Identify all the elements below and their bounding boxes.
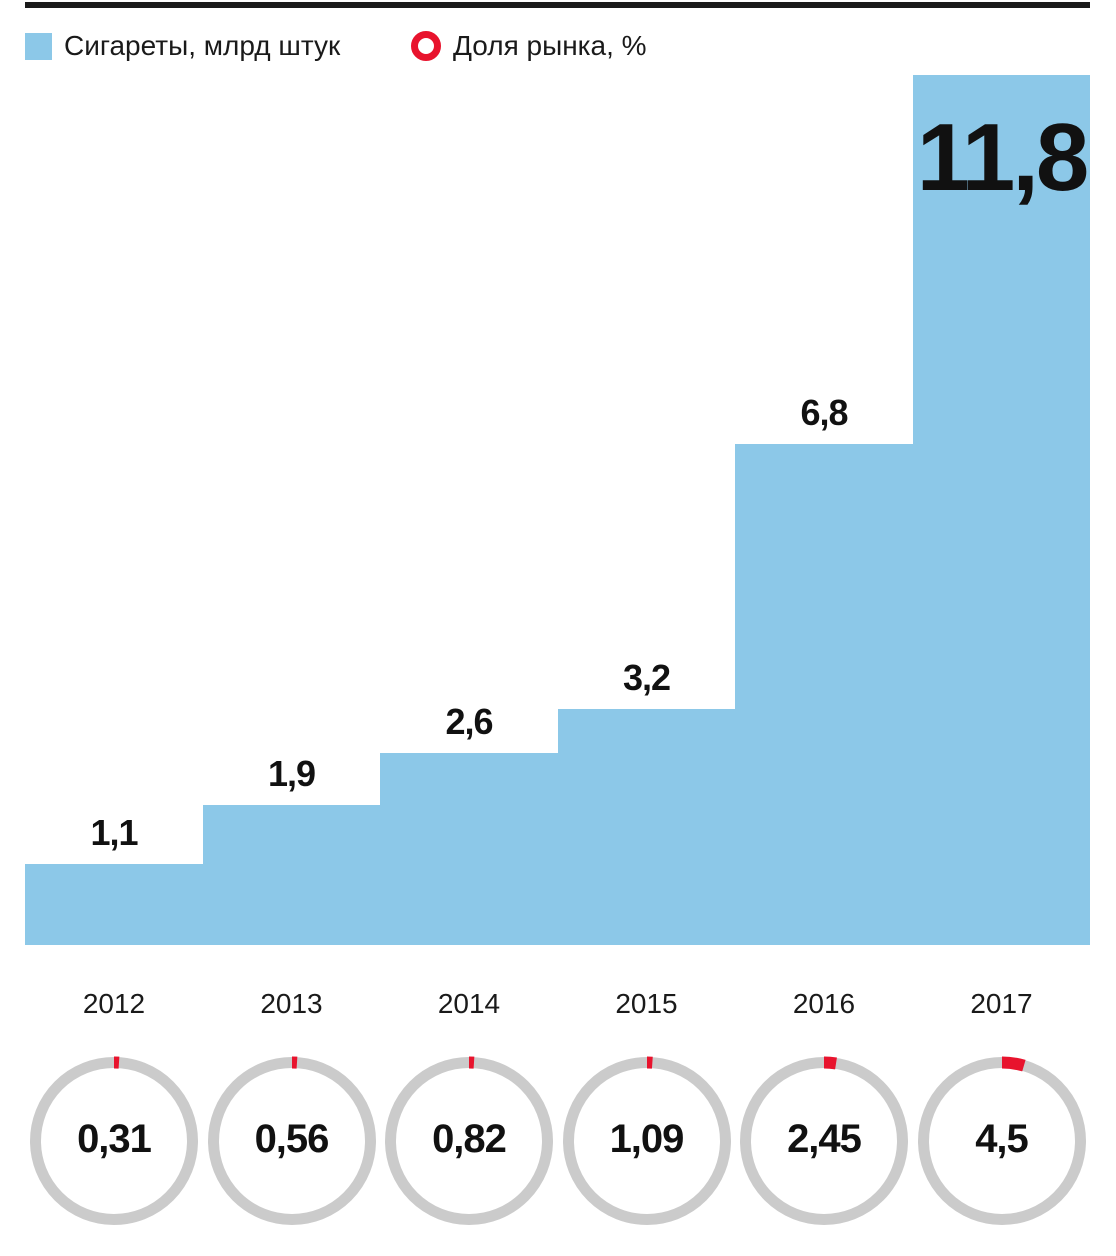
donut-value-2013: 0,56 xyxy=(254,1117,330,1161)
donut-gauge-2012 xyxy=(29,1056,199,1226)
donut-share-arc-2013 xyxy=(207,1056,377,1226)
legend-label-market-share: Доля рынка, % xyxy=(453,30,647,61)
year-label-2017: 2017 xyxy=(970,988,1033,1019)
donut-value-2016: 2,45 xyxy=(787,1117,862,1161)
donut-share-arc-2014 xyxy=(384,1056,554,1226)
donut-value-2012: 0,31 xyxy=(77,1117,152,1161)
legend-label-cigarettes: Сигареты, млрд штук xyxy=(64,30,341,61)
donut-share-arc-2012 xyxy=(29,1056,199,1226)
donut-value-2014: 0,82 xyxy=(432,1117,507,1161)
donut-gauge-2016 xyxy=(739,1056,909,1226)
donut-gauge-2017 xyxy=(917,1056,1087,1226)
year-label-2016: 2016 xyxy=(792,988,856,1019)
bar-2017 xyxy=(913,75,1090,945)
legend-item-market-share: Доля рынка, % xyxy=(411,26,647,66)
year-label-2015: 2015 xyxy=(615,988,678,1019)
bar-2015 xyxy=(558,709,735,945)
bar-value-label-2015: 3,2 xyxy=(622,657,671,698)
bar-value-label-2016: 6,8 xyxy=(800,392,848,433)
bar-value-label-2017: 11,8 xyxy=(916,104,1090,211)
year-label-2014: 2014 xyxy=(437,988,501,1019)
year-label-2012: 2012 xyxy=(82,988,146,1019)
top-rule xyxy=(25,2,1090,8)
red-ring-icon xyxy=(411,31,441,61)
donut-value-2015: 1,09 xyxy=(609,1117,685,1161)
year-label-2013: 2013 xyxy=(260,988,323,1019)
bar-value-label-2014: 2,6 xyxy=(445,701,493,742)
donut-value-2017: 4,5 xyxy=(975,1117,1029,1161)
donut-gauge-2014 xyxy=(384,1056,554,1226)
legend-item-cigarettes: Сигареты, млрд штук xyxy=(25,26,340,66)
bar-2014 xyxy=(380,753,558,945)
bar-value-label-2012: 1,1 xyxy=(90,812,138,853)
donut-gauge-2013 xyxy=(207,1056,377,1226)
bar-2013 xyxy=(203,805,380,945)
donut-share-arc-2015 xyxy=(562,1056,732,1226)
bar-2012 xyxy=(25,864,203,945)
bar-value-label-2013: 1,9 xyxy=(267,753,316,794)
blue-square-swatch-icon xyxy=(25,32,52,60)
bar-2016 xyxy=(735,444,913,945)
chart-legend: Сигареты, млрд штук Доля рынка, % xyxy=(0,26,1116,66)
donut-gauge-2015 xyxy=(562,1056,732,1226)
donut-share-arc-2016 xyxy=(739,1056,909,1226)
donut-share-arc-2017 xyxy=(917,1056,1087,1226)
